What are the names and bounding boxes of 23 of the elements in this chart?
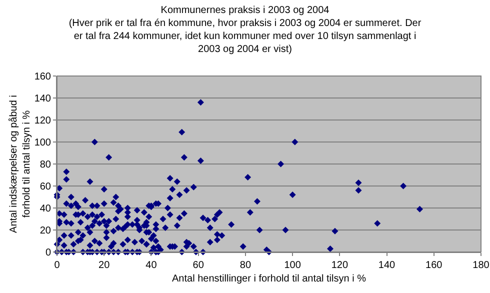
x-tick-label: 180 (472, 260, 490, 271)
y-tick-label: 20 (40, 226, 52, 236)
y-tick-label: 60 (40, 182, 52, 192)
x-tick-label: 120 (331, 260, 348, 271)
chart-subtitle: (Hver prik er tal fra én kommune, hvor praksis i 2003 og 2004 er summeret. Der er tal fra 244 kommuner, idet kun kommuner med over 10 tilsyn sammenlagt i 2003 og 2004 er vist) (68, 18, 422, 56)
x-tick-label: 40 (146, 260, 158, 271)
x-tick-label: 0 (54, 260, 60, 271)
y-tick-label: 100 (34, 138, 52, 148)
chart-title: Kommunernes praksis i 2003 og 2004 (160, 5, 330, 16)
x-tick-label: 140 (378, 260, 396, 271)
x-tick-label: 80 (240, 260, 252, 271)
x-tick-label: 100 (284, 260, 302, 271)
y-tick-label: 160 (34, 72, 52, 82)
y-tick-label: 120 (34, 116, 52, 126)
y-tick-label: 80 (40, 160, 52, 170)
y-axis-title: Antal indskærpelser og påbud i forhold til antal tilsyn i % (7, 95, 32, 233)
y-tick-label: 140 (34, 94, 52, 104)
x-tick-label: 60 (192, 260, 204, 271)
x-axis-title: Antal henstillinger i forhold til antal tilsyn i % (172, 274, 366, 284)
x-tick-label: 20 (98, 260, 110, 271)
y-tick-label: 40 (40, 204, 52, 214)
x-tick-label: 160 (426, 260, 443, 271)
y-tick-label: 0 (45, 248, 52, 258)
